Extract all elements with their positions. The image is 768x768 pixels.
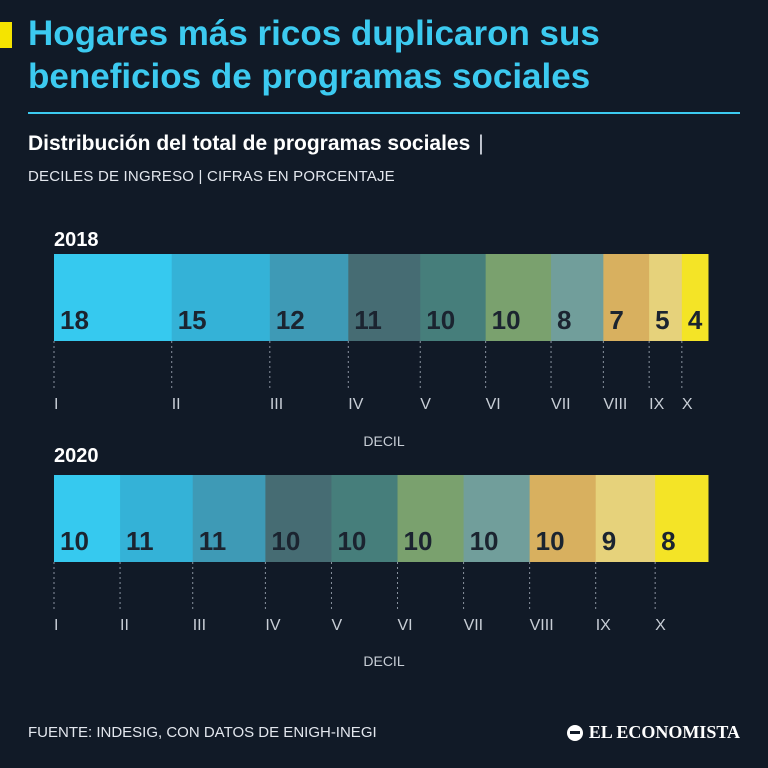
data-label-2020-decil-I: 10 [60,526,89,556]
tick-label-2018-decil-IX: IX [649,396,664,413]
data-label-2020-decil-VII: 10 [470,526,499,556]
data-label-2020-decil-X: 8 [661,526,675,556]
accent-bar [0,22,12,48]
tick-label-2018-decil-VI: VI [486,396,501,413]
tick-label-2018-decil-I: I [54,396,58,413]
data-label-2018-decil-X: 4 [688,305,703,335]
bar-2020-decil-III [192,475,266,562]
x-axis-label-2018: DECIL [363,433,404,449]
chart-subtitle: Distribución del total de programas soci… [28,132,484,156]
brand-logo: EL ECONOMISTA [566,722,740,743]
bar-2018-decil-VII [551,254,604,341]
data-label-2018-decil-VIII: 7 [609,305,623,335]
bar-2018-decil-IX [649,254,683,341]
brand-icon [566,724,583,741]
data-label-2020-decil-IV: 10 [271,526,300,556]
chart-title-2018: 2018 [54,229,99,251]
tick-label-2020-decil-III: III [193,617,206,634]
bar-2020-decil-VI [397,475,465,562]
bar-2018-decil-X [681,254,709,341]
data-label-2018-decil-VII: 8 [557,305,571,335]
data-label-2018-decil-III: 12 [276,305,305,335]
data-label-2020-decil-VI: 10 [404,526,433,556]
tick-label-2018-decil-III: III [270,396,283,413]
tick-label-2020-decil-IX: IX [596,617,611,634]
tick-label-2018-decil-V: V [420,396,431,413]
data-label-2018-decil-IV: 11 [354,305,382,335]
tick-label-2018-decil-VII: VII [551,396,571,413]
bar-2020-decil-IX [595,475,656,562]
data-label-2018-decil-I: 18 [60,305,89,335]
tick-label-2018-decil-IV: IV [348,396,363,413]
tick-label-2018-decil-VIII: VIII [603,396,627,413]
tick-label-2018-decil-II: II [172,396,181,413]
source-note: FUENTE: INDESIG, CON DATOS DE ENIGH-INEG… [28,724,377,741]
tick-label-2020-decil-VIII: VIII [530,617,554,634]
chart-units-note: DECILES DE INGRESO | CIFRAS EN PORCENTAJ… [28,168,395,185]
data-label-2020-decil-VIII: 10 [536,526,565,556]
bar-2018-decil-VI [485,254,552,341]
title-divider [28,112,740,114]
bar-2020-decil-IV [265,475,332,562]
bar-2018-decil-V [420,254,487,341]
data-label-2018-decil-IX: 5 [655,305,669,335]
page-title: Hogares más ricos duplicaron sus benefic… [28,14,600,96]
bar-2020-decil-V [331,475,399,562]
bar-2018-decil-VIII [603,254,650,341]
tick-label-2020-decil-VI: VI [398,617,413,634]
tick-label-2020-decil-II: II [120,617,129,634]
data-label-2020-decil-II: 11 [126,526,154,556]
x-axis-label-2020: DECIL [363,653,404,669]
data-label-2018-decil-VI: 10 [492,305,521,335]
data-label-2018-decil-V: 10 [426,305,455,335]
bar-2020-decil-II [120,475,194,562]
tick-label-2020-decil-VII: VII [464,617,484,634]
data-label-2020-decil-III: 11 [199,526,227,556]
data-label-2020-decil-IX: 9 [602,526,616,556]
bar-2018-decil-II [171,254,271,341]
tick-label-2020-decil-I: I [54,617,58,634]
bar-2018-decil-III [269,254,349,341]
tick-label-2018-decil-X: X [682,396,693,413]
bar-2020-decil-VII [463,475,531,562]
bar-2018-decil-IV [348,254,421,341]
tick-label-2020-decil-X: X [655,617,666,634]
subtitle-separator: | [478,132,484,155]
tick-label-2020-decil-V: V [331,617,342,634]
tick-label-2020-decil-IV: IV [265,617,280,634]
data-label-2018-decil-II: 15 [178,305,207,335]
data-label-2020-decil-V: 10 [337,526,366,556]
bar-2020-decil-I [54,475,121,562]
chart-title-2020: 2020 [54,445,99,467]
bar-2020-decil-X [655,475,709,562]
bar-2020-decil-VIII [529,475,597,562]
brand-name: EL ECONOMISTA [588,722,740,742]
bar-2018-decil-I [54,254,173,341]
subtitle-text: Distribución del total de programas soci… [28,132,471,155]
